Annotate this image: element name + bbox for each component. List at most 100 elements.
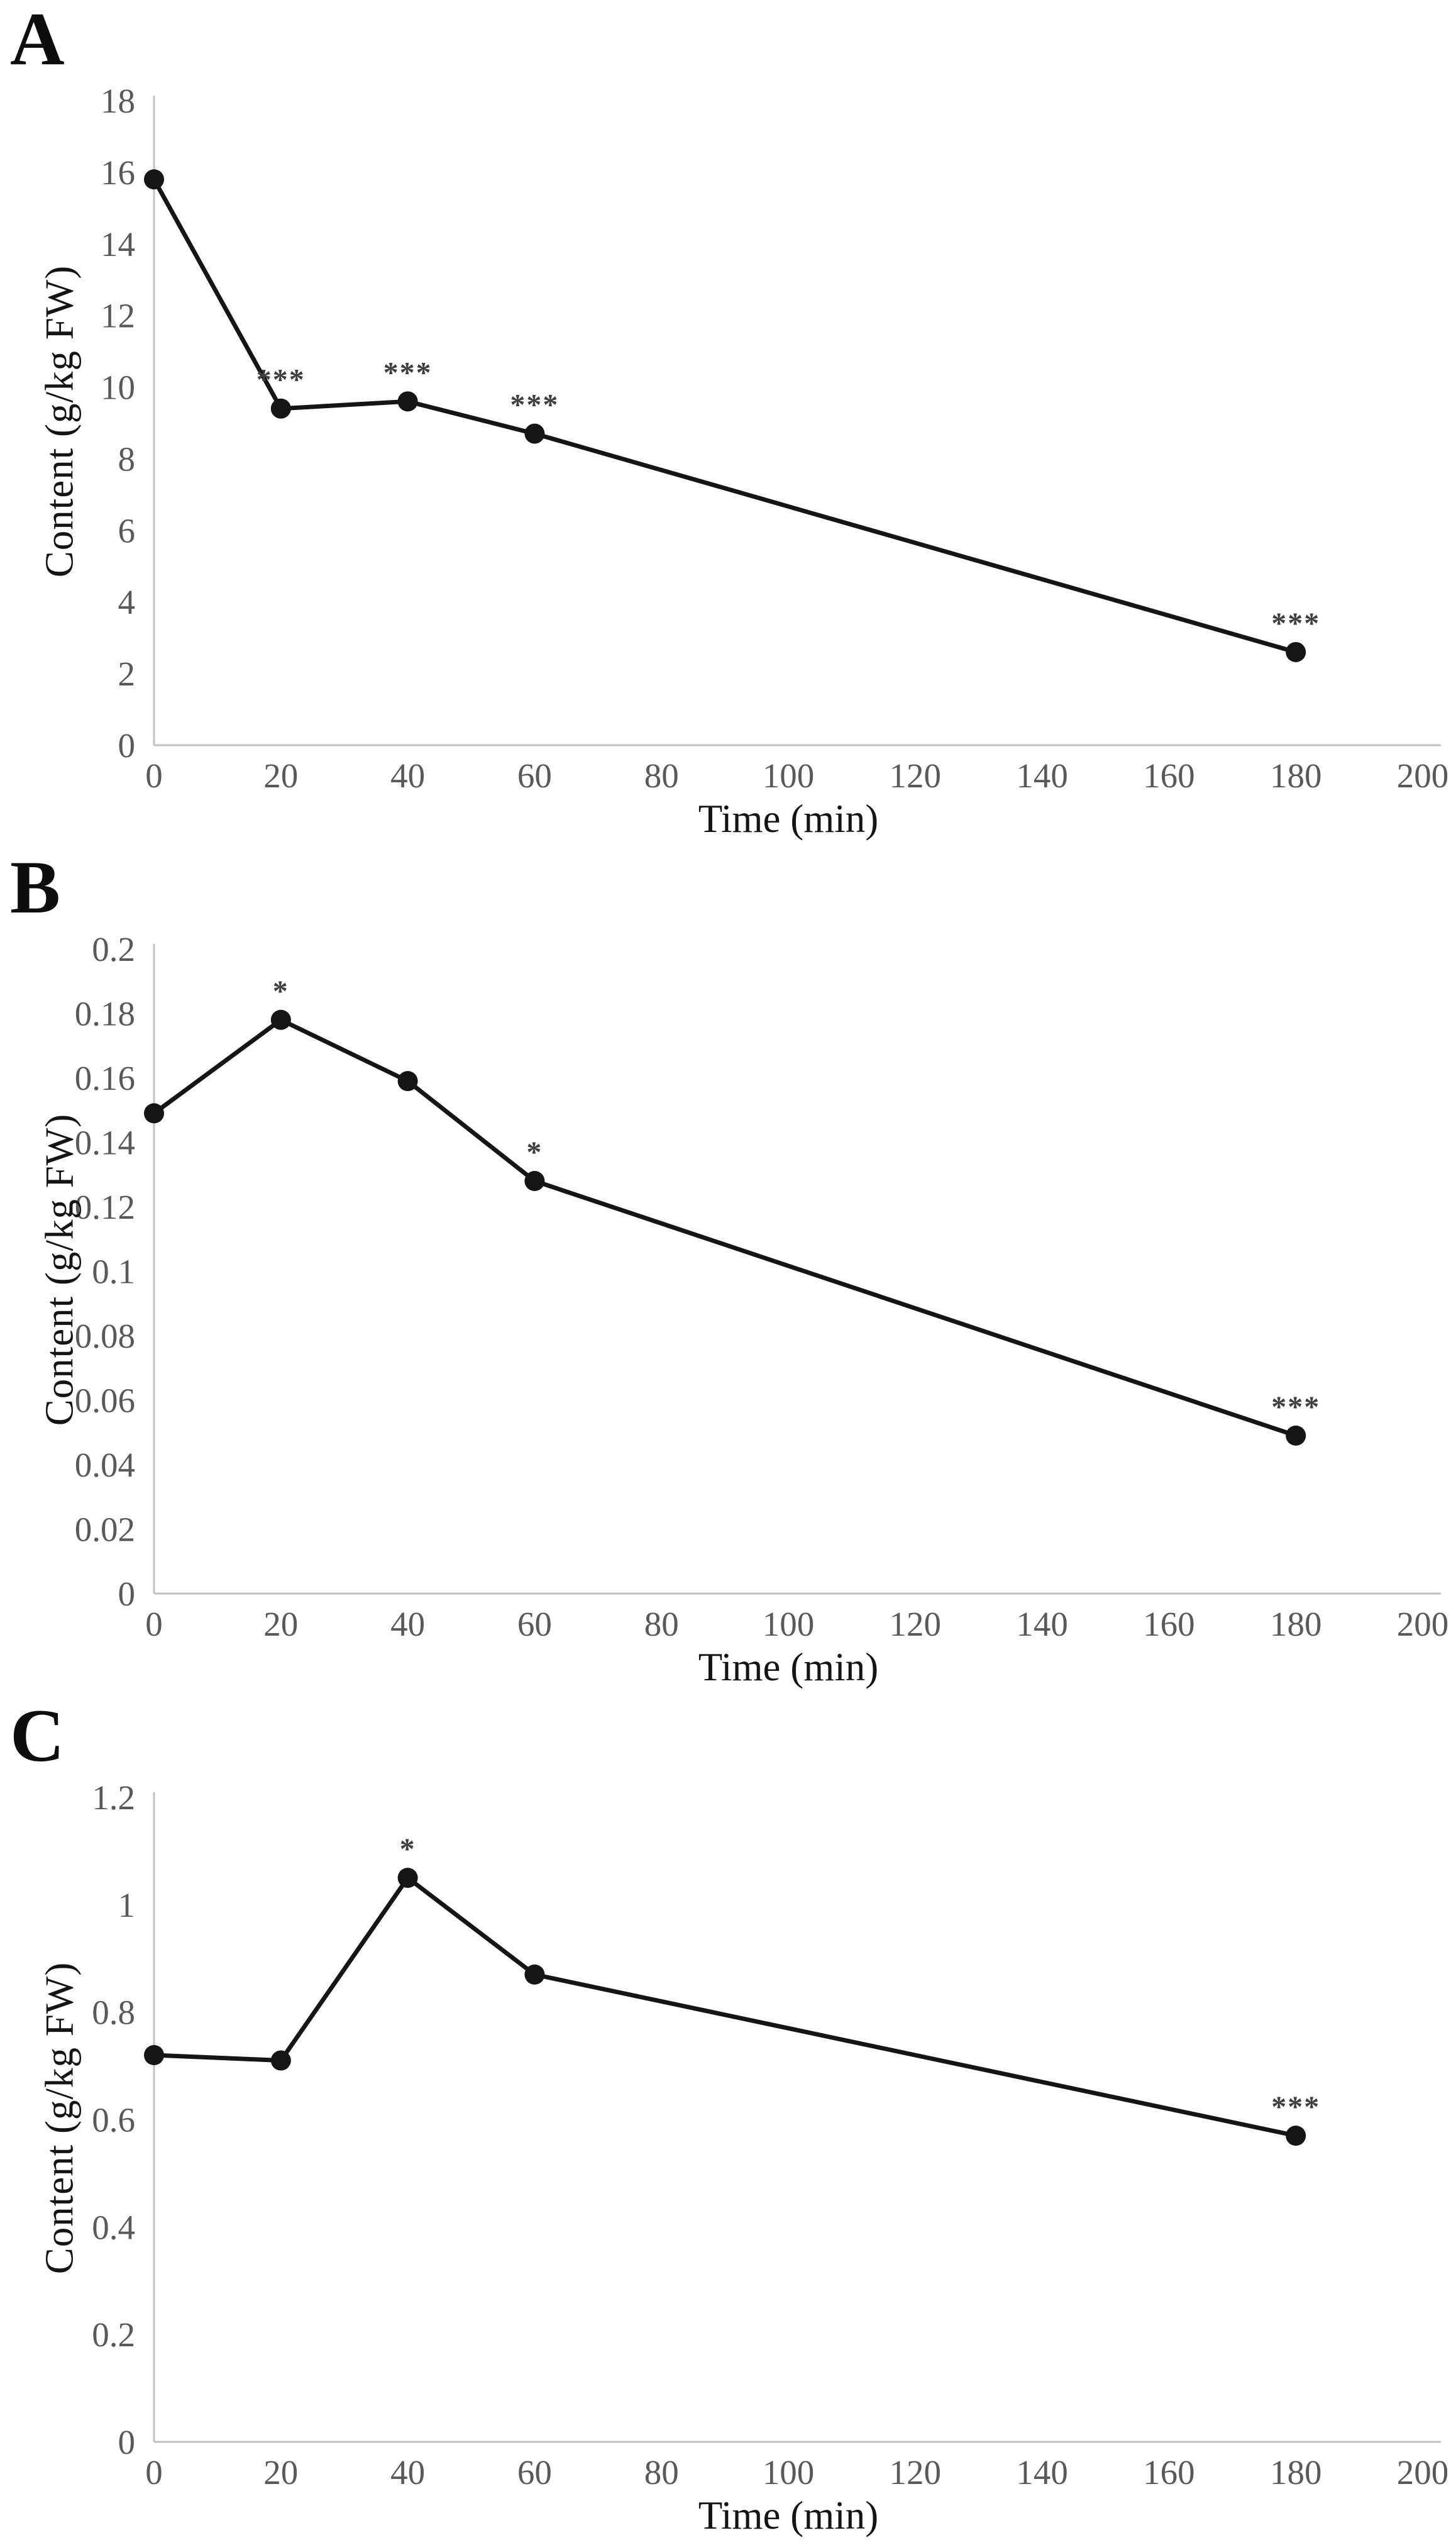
significance-marker: *** — [510, 389, 559, 422]
significance-marker: *** — [256, 363, 306, 397]
x-tick-label: 200 — [1397, 2453, 1449, 2492]
x-tick-label: 80 — [644, 1605, 679, 1643]
x-tick-label: 0 — [145, 757, 163, 795]
panel-letter: A — [10, 0, 65, 80]
x-tick-label: 180 — [1270, 757, 1322, 795]
y-tick-label: 0.02 — [75, 1511, 135, 1549]
x-tick-label: 160 — [1143, 757, 1195, 795]
data-point — [397, 391, 418, 412]
data-point — [1286, 1425, 1306, 1446]
y-tick-label: 10 — [101, 369, 135, 407]
data-line — [152, 1875, 1298, 2138]
significance-marker: * — [526, 1136, 543, 1169]
x-tick-label: 160 — [1143, 1605, 1195, 1643]
data-point — [270, 1009, 291, 1030]
y-tick-label: 0.2 — [92, 2315, 135, 2354]
y-tick-label: 16 — [101, 153, 135, 192]
x-tick-label: 0 — [145, 1605, 163, 1643]
panel-b: 0 0.02 0.04 0.06 0.08 0.1 0.12 0.14 0.16 0.18 0.2 0… — [0, 848, 1456, 1697]
x-tick-label: 60 — [517, 757, 552, 795]
x-tick-label: 120 — [890, 2453, 942, 2492]
data-point — [144, 1103, 164, 1124]
x-tick-label: 160 — [1143, 2453, 1195, 2492]
x-tick-label: 20 — [263, 2453, 298, 2492]
y-tick-label: 0.18 — [75, 995, 135, 1033]
data-point — [1286, 2126, 1306, 2146]
x-tick-label: 100 — [763, 1605, 815, 1643]
y-tick-label: 12 — [101, 297, 135, 335]
significance-marker: *** — [1271, 1390, 1320, 1424]
data-line — [152, 177, 1298, 655]
y-tick-label: 0.4 — [92, 2208, 135, 2246]
x-tick-label: 60 — [517, 1605, 552, 1643]
data-point — [524, 1964, 545, 1985]
data-point — [397, 1868, 418, 1888]
y-tick-label: 0.06 — [75, 1382, 135, 1420]
panel-a: 0 2 4 6 8 10 12 14 16 18 0 20 40 60 80 100 120 140 160 180 2… — [0, 0, 1456, 848]
y-axis-title: Content (g/kg FW) — [37, 265, 82, 578]
y-tick-label: 6 — [118, 511, 136, 550]
significance-marker: * — [400, 1833, 416, 1866]
x-tick-label: 140 — [1016, 757, 1068, 795]
y-tick-label: 0.04 — [75, 1446, 135, 1484]
x-tick-label: 20 — [263, 757, 298, 795]
y-tick-label: 1.2 — [92, 1778, 135, 1817]
y-tick-label: 0.16 — [75, 1059, 135, 1097]
x-axis-title: Time (min) — [698, 797, 879, 841]
x-tick-label: 120 — [890, 757, 942, 795]
line-chart-panel-c: 0 0.2 0.4 0.6 0.8 1 1.2 0 20 40 60 80 100 120 140 160 18… — [92, 1778, 1449, 2492]
y-axis-title: Content (g/kg FW) — [37, 1113, 82, 1426]
x-tick-label: 180 — [1270, 1605, 1322, 1643]
x-tick-label: 80 — [644, 757, 679, 795]
x-tick-label: 200 — [1397, 757, 1449, 795]
y-tick-label: 0.08 — [75, 1317, 135, 1355]
significance-marker: * — [273, 975, 289, 1008]
data-point — [270, 398, 291, 419]
x-tick-label: 120 — [890, 1605, 942, 1643]
x-tick-label: 80 — [644, 2453, 679, 2492]
x-axis-title: Time (min) — [698, 2493, 879, 2537]
x-tick-label: 140 — [1016, 1605, 1068, 1643]
panel-letter: C — [10, 1697, 65, 1777]
x-tick-label: 140 — [1016, 2453, 1068, 2492]
significance-marker: *** — [1271, 607, 1320, 640]
y-tick-label: 8 — [118, 440, 136, 478]
data-point — [524, 423, 545, 444]
y-tick-label: 4 — [118, 583, 136, 621]
x-tick-label: 40 — [390, 2453, 425, 2492]
y-tick-label: 0.1 — [92, 1253, 135, 1291]
significance-marker: *** — [1271, 2090, 1320, 2124]
x-axis-title: Time (min) — [698, 1645, 879, 1689]
panel-c: 0 0.2 0.4 0.6 0.8 1 1.2 0 20 40 60 80 100 120 140 160 18… — [0, 1697, 1456, 2545]
y-tick-label: 14 — [101, 225, 135, 263]
data-point — [397, 1071, 418, 1092]
data-point — [1286, 641, 1306, 662]
data-line — [152, 1017, 1298, 1438]
x-tick-label: 20 — [263, 1605, 298, 1643]
x-tick-label: 40 — [390, 1605, 425, 1643]
y-tick-label: 0.14 — [75, 1124, 135, 1162]
panel-letter: B — [10, 848, 61, 929]
data-point — [270, 2050, 291, 2071]
y-tick-label: 0.12 — [75, 1188, 135, 1226]
x-tick-label: 0 — [145, 2453, 163, 2492]
significance-marker: *** — [383, 356, 433, 389]
y-axis-title: Content (g/kg FW) — [37, 1961, 82, 2275]
y-tick-label: 2 — [118, 655, 136, 693]
y-tick-label: 0 — [118, 726, 136, 765]
y-tick-label: 1 — [118, 1886, 136, 1924]
y-tick-label: 0 — [118, 1575, 136, 1613]
x-tick-label: 180 — [1270, 2453, 1322, 2492]
data-point — [524, 1171, 545, 1191]
x-tick-label: 200 — [1397, 1605, 1449, 1643]
x-tick-label: 40 — [390, 757, 425, 795]
data-point — [144, 2045, 164, 2065]
y-tick-label: 0.8 — [92, 1993, 135, 2032]
y-tick-label: 0.2 — [92, 930, 135, 968]
line-chart-panel-b: 0 0.02 0.04 0.06 0.08 0.1 0.12 0.14 0.16 0.18 0.2 0… — [75, 930, 1449, 1643]
data-point — [144, 169, 164, 190]
x-tick-label: 100 — [763, 757, 815, 795]
y-tick-label: 0.6 — [92, 2101, 135, 2139]
